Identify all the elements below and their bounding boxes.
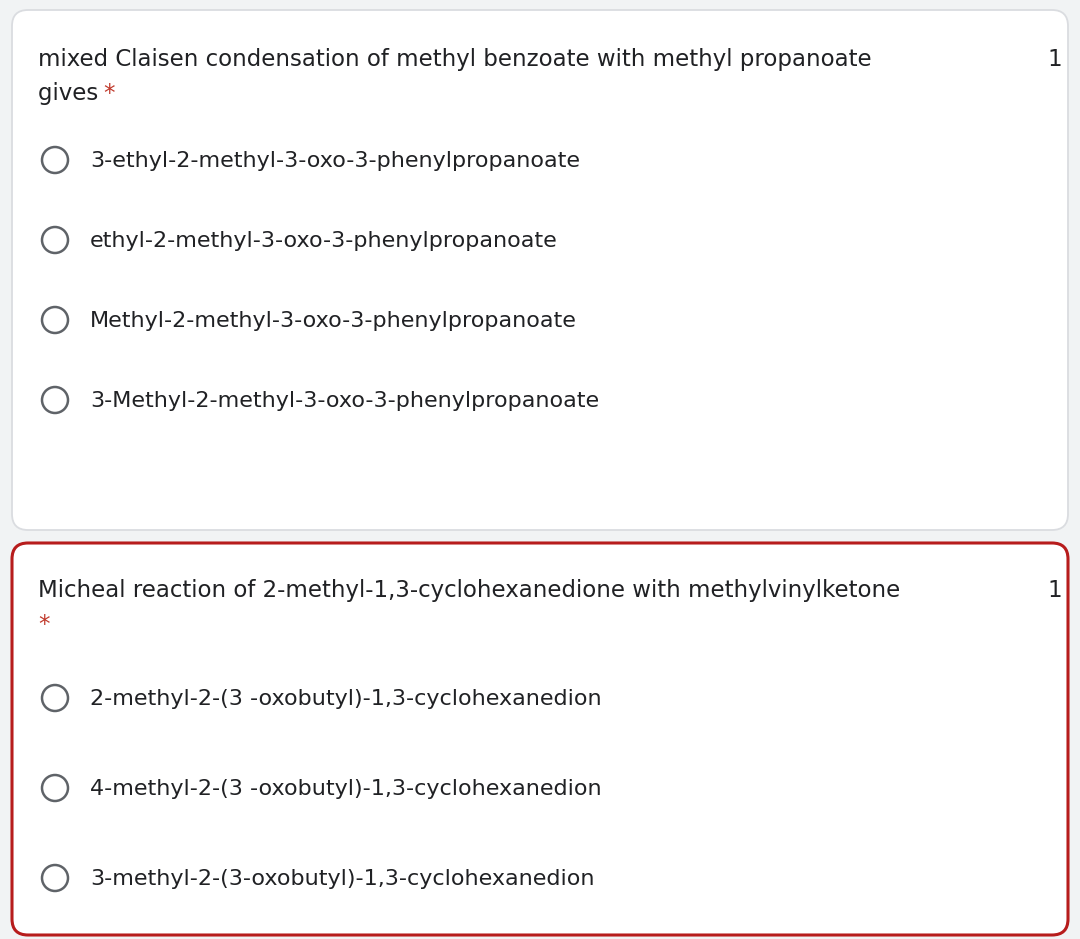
Text: 4-methyl-2-(3 -oxobutyl)-1,3-cyclohexanedion: 4-methyl-2-(3 -oxobutyl)-1,3-cyclohexane…	[90, 779, 602, 799]
Text: 1: 1	[1047, 579, 1062, 602]
Circle shape	[42, 227, 68, 253]
Text: 3-Methyl-2-methyl-3-oxo-3-phenylpropanoate: 3-Methyl-2-methyl-3-oxo-3-phenylpropanoa…	[90, 391, 599, 411]
FancyBboxPatch shape	[12, 543, 1068, 935]
Text: *: *	[103, 82, 114, 105]
Text: 3-methyl-2-(3-oxobutyl)-1,3-cyclohexanedion: 3-methyl-2-(3-oxobutyl)-1,3-cyclohexaned…	[90, 869, 594, 889]
Text: ethyl-2-methyl-3-oxo-3-phenylpropanoate: ethyl-2-methyl-3-oxo-3-phenylpropanoate	[90, 231, 557, 251]
Circle shape	[42, 775, 68, 801]
Text: Micheal reaction of 2-methyl-1,3-cyclohexanedione with methylvinylketone: Micheal reaction of 2-methyl-1,3-cyclohe…	[38, 579, 901, 602]
Text: *: *	[38, 613, 50, 636]
Text: 1: 1	[1047, 48, 1062, 71]
Text: mixed Claisen condensation of methyl benzoate with methyl propanoate: mixed Claisen condensation of methyl ben…	[38, 48, 872, 71]
Circle shape	[42, 387, 68, 413]
Text: 2-methyl-2-(3 -oxobutyl)-1,3-cyclohexanedion: 2-methyl-2-(3 -oxobutyl)-1,3-cyclohexane…	[90, 689, 602, 709]
Circle shape	[42, 865, 68, 891]
Text: 3-ethyl-2-methyl-3-oxo-3-phenylpropanoate: 3-ethyl-2-methyl-3-oxo-3-phenylpropanoat…	[90, 151, 580, 171]
Text: Methyl-2-methyl-3-oxo-3-phenylpropanoate: Methyl-2-methyl-3-oxo-3-phenylpropanoate	[90, 311, 577, 331]
Circle shape	[42, 147, 68, 173]
Circle shape	[42, 685, 68, 711]
FancyBboxPatch shape	[12, 10, 1068, 530]
Text: gives: gives	[38, 82, 106, 105]
Circle shape	[42, 307, 68, 333]
